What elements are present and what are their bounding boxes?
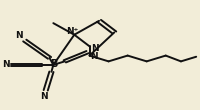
Text: N: N — [91, 44, 99, 53]
Text: N⁺: N⁺ — [66, 27, 79, 36]
Text: N: N — [90, 52, 98, 61]
Text: N: N — [40, 92, 48, 101]
Text: B: B — [50, 59, 57, 69]
Text: N: N — [2, 60, 10, 69]
Text: N: N — [15, 31, 23, 40]
